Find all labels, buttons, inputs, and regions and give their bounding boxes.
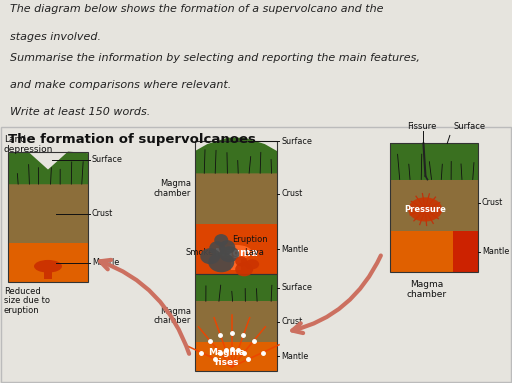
Polygon shape <box>195 137 277 173</box>
Text: Pressure: Pressure <box>404 205 446 214</box>
Text: chamber: chamber <box>154 189 191 198</box>
Bar <box>195 301 277 342</box>
Text: Land: Land <box>4 136 26 144</box>
Text: Crust: Crust <box>281 317 302 326</box>
Text: The formation of supervolcanoes: The formation of supervolcanoes <box>8 133 256 146</box>
Text: Summarise the information by selecting and reporting the main features,: Summarise the information by selecting a… <box>10 53 420 63</box>
Text: Crust: Crust <box>92 209 113 218</box>
Text: Magma: Magma <box>208 348 245 357</box>
Ellipse shape <box>34 260 62 273</box>
Bar <box>390 144 478 272</box>
Bar <box>195 274 277 301</box>
Text: chamber: chamber <box>407 290 447 300</box>
Text: eruption: eruption <box>4 306 39 314</box>
Bar <box>8 243 88 282</box>
Ellipse shape <box>209 241 225 255</box>
Text: Surface: Surface <box>281 283 312 292</box>
Bar <box>390 144 478 180</box>
Bar <box>453 231 478 272</box>
Text: Reduced: Reduced <box>4 287 41 296</box>
Text: Crust: Crust <box>281 189 302 198</box>
Bar <box>390 180 478 231</box>
Text: Surface: Surface <box>453 123 485 131</box>
Text: The diagram below shows the formation of a supervolcano and the: The diagram below shows the formation of… <box>10 4 383 14</box>
Text: rises: rises <box>214 358 239 367</box>
Ellipse shape <box>220 245 252 259</box>
Bar <box>8 184 88 243</box>
Text: size due to: size due to <box>4 296 50 306</box>
Bar <box>195 274 277 371</box>
Bar <box>195 342 277 371</box>
Text: Lava: Lava <box>245 248 264 257</box>
Text: Magma: Magma <box>215 248 258 258</box>
Text: Eruption: Eruption <box>232 235 268 244</box>
Bar <box>195 224 277 274</box>
Ellipse shape <box>245 259 259 269</box>
Ellipse shape <box>235 262 253 276</box>
Bar <box>44 266 52 279</box>
Bar <box>195 141 277 274</box>
Ellipse shape <box>214 234 228 246</box>
Text: Write at least 150 words.: Write at least 150 words. <box>10 107 151 118</box>
Text: Magma: Magma <box>160 179 191 188</box>
Bar <box>8 152 88 282</box>
Text: Fissure: Fissure <box>407 123 436 131</box>
Ellipse shape <box>408 197 442 221</box>
Ellipse shape <box>219 240 235 254</box>
Text: Crust: Crust <box>482 198 503 207</box>
Text: chamber: chamber <box>154 316 191 325</box>
Polygon shape <box>8 152 88 184</box>
Ellipse shape <box>235 256 247 266</box>
Ellipse shape <box>200 248 220 264</box>
Text: stages involved.: stages involved. <box>10 31 101 42</box>
Text: and make comparisons where relevant.: and make comparisons where relevant. <box>10 80 231 90</box>
Text: Magma: Magma <box>410 280 443 289</box>
Bar <box>195 173 277 224</box>
Text: Mantle: Mantle <box>92 258 119 267</box>
Ellipse shape <box>219 246 239 262</box>
Text: Surface: Surface <box>281 137 312 146</box>
Text: Mantle: Mantle <box>281 352 308 361</box>
Text: Surface: Surface <box>92 155 123 164</box>
Text: Smoke: Smoke <box>185 248 214 257</box>
Text: Mantle: Mantle <box>281 245 308 254</box>
Bar <box>231 252 241 270</box>
Ellipse shape <box>208 252 234 272</box>
Text: Mantle: Mantle <box>482 247 509 256</box>
Text: depression: depression <box>4 144 53 154</box>
Bar <box>390 231 478 272</box>
Text: Magma: Magma <box>160 307 191 316</box>
